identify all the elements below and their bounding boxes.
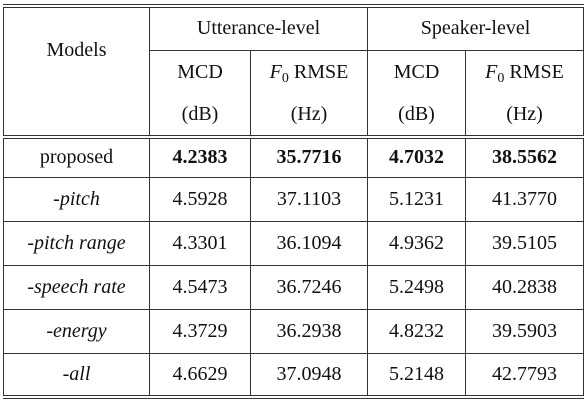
group-header: Speaker-level [367, 4, 585, 51]
column-name-row: MCD F0 RMSE MCD F0 RMSE [4, 50, 585, 94]
model-name: -speech rate [3, 265, 150, 310]
cell-value: 42.7793 [465, 353, 585, 399]
data-row: -speech rate 4.5473 36.7246 5.2498 40.2838 [3, 265, 585, 310]
cell-value: 41.3770 [465, 177, 585, 222]
cell-value: 4.3729 [149, 309, 251, 354]
column-name-var: F [269, 60, 282, 83]
group-header: Utterance-level [148, 4, 369, 51]
cell-value: 4.6629 [149, 353, 251, 399]
column-unit: (Hz) [249, 94, 369, 137]
column-unit-row: (dB) (Hz) (dB) (Hz) [4, 94, 585, 137]
cell-value: 5.2498 [367, 265, 467, 310]
cell-value: 36.2938 [249, 309, 369, 354]
model-name: -pitch [3, 177, 150, 222]
data-row: -pitch range 4.3301 36.1094 4.9362 39.5105 [3, 221, 585, 266]
data-row: -energy 4.3729 36.2938 4.8232 39.5903 [3, 309, 585, 354]
cell-value: 39.5903 [465, 309, 585, 354]
model-name: -all [3, 353, 150, 399]
cell-value: 4.5928 [149, 177, 251, 222]
cell-value: 4.9362 [367, 221, 467, 266]
cell-value: 39.5105 [465, 221, 585, 266]
cell-value: 4.3301 [149, 221, 251, 266]
cell-value: 4.2383 [149, 135, 251, 178]
model-name: -energy [3, 309, 150, 354]
column-unit: (Hz) [465, 94, 585, 137]
table-body: Models Utterance-level Speaker-level MCD… [3, 4, 585, 399]
cell-value: 37.1103 [249, 177, 369, 222]
column-unit: (dB) [367, 94, 467, 137]
cell-value: 36.1094 [249, 221, 369, 266]
column-name: F0 RMSE [249, 50, 369, 94]
column-name-sub: 0 [497, 70, 505, 86]
data-row: -all 4.6629 37.0948 5.2148 42.7793 [3, 353, 585, 399]
data-row: -pitch 4.5928 37.1103 5.1231 41.3770 [3, 177, 585, 222]
cell-value: 5.2148 [367, 353, 467, 399]
column-name: MCD [367, 50, 467, 94]
cell-value: 4.7032 [367, 135, 467, 178]
column-name-sub: 0 [281, 70, 289, 86]
data-row: proposed 4.2383 35.7716 4.7032 38.5562 [3, 135, 585, 178]
cell-value: 36.7246 [249, 265, 369, 310]
column-name: F0 RMSE [465, 50, 585, 94]
cell-value: 4.5473 [149, 265, 251, 310]
cell-value: 5.1231 [367, 177, 467, 222]
model-name: proposed [3, 135, 150, 178]
cell-value: 37.0948 [249, 353, 369, 399]
column-name-var: F [485, 60, 498, 83]
column-name: MCD [149, 50, 251, 94]
cell-value: 38.5562 [465, 135, 585, 178]
cell-value: 4.8232 [367, 309, 467, 354]
cell-value: 40.2838 [465, 265, 585, 310]
header-row: Models Utterance-level Speaker-level [3, 4, 585, 137]
model-name: -pitch range [3, 221, 150, 266]
models-header: Models [3, 4, 150, 137]
column-name-text: RMSE [509, 60, 564, 83]
results-table: Models Utterance-level Speaker-level MCD… [3, 4, 585, 399]
column-unit: (dB) [149, 94, 251, 137]
cell-value: 35.7716 [249, 135, 369, 178]
column-name-text: RMSE [293, 60, 349, 83]
